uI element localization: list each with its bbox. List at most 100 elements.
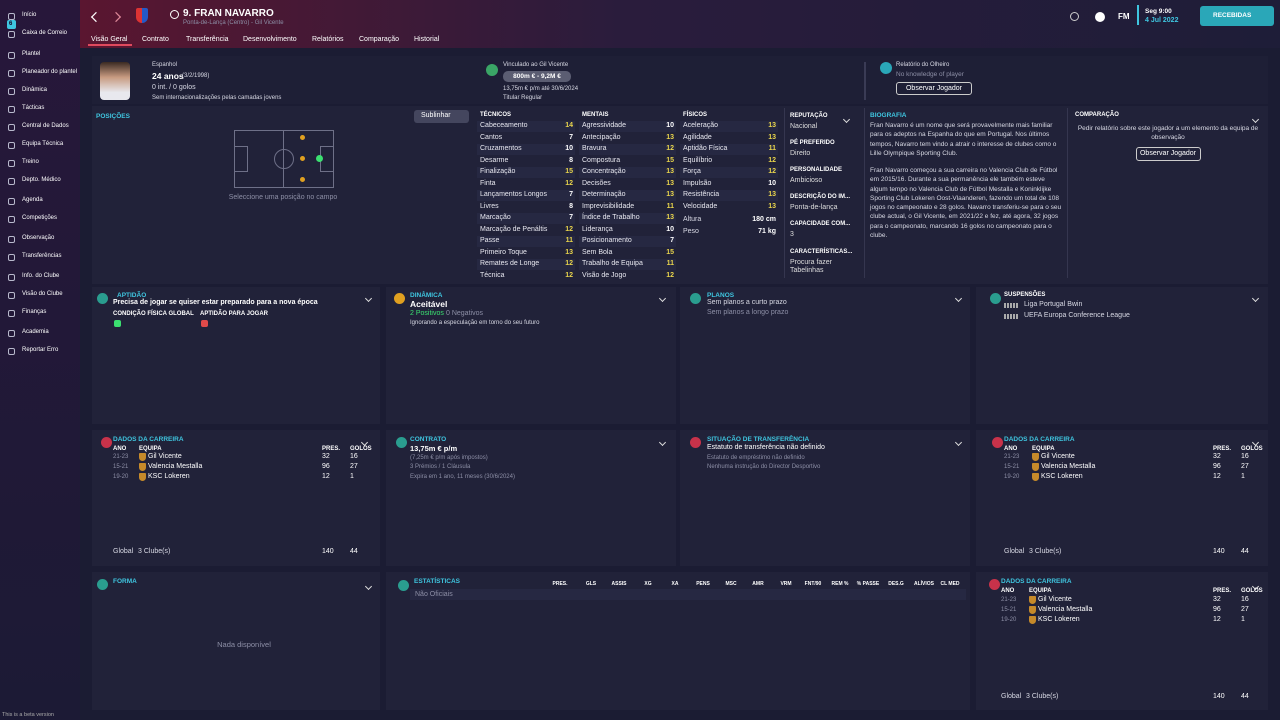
fitness-label: CONDIÇÃO FÍSICA GLOBAL <box>113 311 194 317</box>
nav-icon <box>8 178 15 185</box>
club-crest <box>139 463 146 471</box>
wage: 13,75m € p/m até 30/6/2024 <box>503 86 579 92</box>
tab[interactable]: Contrato <box>142 36 169 43</box>
info-value: Ambicioso <box>790 177 823 184</box>
bio-text: Fran Navarro é um nome que será provavel… <box>870 122 1057 157</box>
attribute-value: 12 <box>768 168 776 175</box>
nav-icon <box>8 292 15 299</box>
apps: 12 <box>1213 616 1221 623</box>
row-stripe <box>410 589 966 600</box>
attribute-name: Aceleração <box>683 122 719 129</box>
nav-item[interactable]: Treino <box>22 159 39 165</box>
scout-text: No knowledge of player <box>896 71 964 78</box>
nav-item[interactable]: Academia <box>22 329 49 335</box>
stat-head: MSC <box>725 581 737 587</box>
nav-item[interactable]: Início <box>22 12 37 18</box>
apps: 96 <box>1213 606 1221 613</box>
nav-item[interactable]: Depto. Médico <box>22 177 61 183</box>
nav-item[interactable]: Info. do Clube <box>22 273 60 279</box>
attribute-value: 13 <box>666 168 674 175</box>
badge-count: 6 <box>9 21 13 27</box>
card-title: FORMA <box>113 578 137 585</box>
compare-button[interactable] <box>1136 147 1201 161</box>
card-icon <box>398 580 409 591</box>
nav-item[interactable]: Observação <box>22 235 55 241</box>
stat-head: ASSIS <box>611 581 627 587</box>
nav-item[interactable]: Reportar Erro <box>22 347 59 353</box>
nav-item[interactable]: Planeador do plantel <box>22 69 78 75</box>
attribute-value: 11 <box>666 202 674 210</box>
attribute-name: Aptidão Física <box>683 145 728 152</box>
attribute-value: 13 <box>666 214 674 221</box>
attribute-name: Visão de Jogo <box>582 271 627 279</box>
tab[interactable]: Relatórios <box>312 36 344 43</box>
year: 15-21 <box>113 464 129 470</box>
attribute-value: 11 <box>565 237 573 244</box>
tab[interactable]: Visão Geral <box>91 36 128 43</box>
attribute-value: 10 <box>666 122 674 129</box>
nav-item[interactable]: Central de Dados <box>22 123 69 129</box>
caps: 0 int. / 0 golos <box>152 84 196 91</box>
info-label: CARACTERÍSTICAS... <box>790 249 853 255</box>
total-goals: 44 <box>1241 548 1249 555</box>
dynamics-negative: 0 Negativos <box>446 310 483 317</box>
scout-button[interactable] <box>896 82 972 95</box>
total-apps: 140 <box>1213 693 1225 700</box>
nav-item[interactable]: Tácticas <box>22 105 45 111</box>
nav-item[interactable]: Visão do Clube <box>22 291 63 297</box>
total-goals: 44 <box>1241 693 1249 700</box>
scout-title: Relatório do Olheiro <box>896 62 950 68</box>
nav-item[interactable]: Transferências <box>22 253 62 259</box>
attribute-value: 7 <box>670 237 674 244</box>
dynamics-status: Aceitável <box>410 299 448 309</box>
nav-item[interactable]: Plantel <box>22 51 41 57</box>
attribute-name: Altura <box>683 216 702 223</box>
row-stripe <box>680 167 778 178</box>
col-head: GOLOS <box>350 446 372 452</box>
card-title: APTIDÃO <box>117 292 147 299</box>
nav-icon <box>8 254 15 261</box>
help[interactable] <box>1095 12 1105 22</box>
fitness-status <box>201 320 208 327</box>
highlight-select[interactable] <box>414 110 469 123</box>
suspension-bar <box>1004 314 1018 319</box>
nav-item[interactable]: Competições <box>22 215 58 221</box>
tab[interactable]: Transferência <box>186 36 229 43</box>
divider <box>864 62 866 100</box>
tab[interactable]: Desenvolvimento <box>243 36 297 43</box>
inbox-button[interactable] <box>1200 6 1274 26</box>
attribute-name: Primeiro Toque <box>480 248 527 256</box>
transfer-line: Nenhuma instrução do Director Desportivo <box>707 464 821 470</box>
col-head: ANO <box>113 446 127 452</box>
attribute-value: 11 <box>768 145 776 152</box>
row-stripe <box>579 167 676 178</box>
attribute-value: 180 cm <box>752 216 776 223</box>
nav-item[interactable]: Equipa Técnica <box>22 141 64 147</box>
nav-item[interactable]: Finanças <box>22 309 47 315</box>
total-clubs: 3 Clube(s) <box>1026 693 1059 700</box>
nav-icon <box>8 216 15 223</box>
contract-expiry: Expira em 1 ano, 11 meses (30/6/2024) <box>410 474 515 480</box>
attribute-name: Resistência <box>683 191 720 198</box>
info-label: PÉ PREFERIDO <box>790 140 835 146</box>
info-label: REPUTAÇÃO <box>790 113 828 119</box>
card-icon <box>992 437 1003 448</box>
attribute-name: Livres <box>480 202 499 210</box>
stat-head: GLS <box>585 581 597 587</box>
nav-item[interactable]: Agenda <box>22 197 43 203</box>
inbox-label: RECEBIDAS <box>1213 12 1252 19</box>
age: 24 anos <box>152 71 184 81</box>
row-stripe <box>477 167 575 178</box>
nav-item[interactable]: Dinâmica <box>22 87 48 93</box>
search[interactable] <box>170 10 179 19</box>
tab[interactable]: Historial <box>414 36 440 43</box>
attribute-value: 13 <box>768 191 776 198</box>
competition: UEFA Europa Conference League <box>1024 312 1130 319</box>
attribute-name: Equilíbrio <box>683 156 713 164</box>
attribute-value: 7 <box>569 191 573 198</box>
nav-item[interactable]: Caixa de Correio <box>22 30 68 36</box>
attribute-value: 10 <box>565 145 573 152</box>
divider <box>784 108 785 278</box>
tab[interactable]: Comparação <box>359 36 400 43</box>
card-title: CONTRATO <box>410 436 447 443</box>
